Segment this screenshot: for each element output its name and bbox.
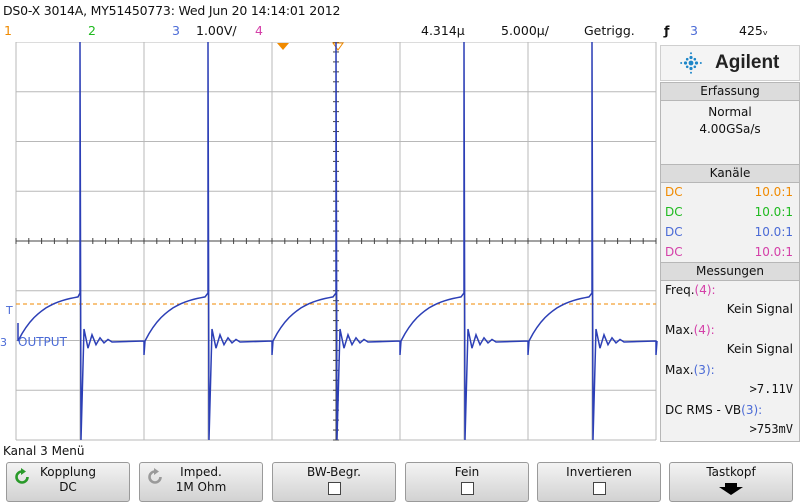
trigger-status: Getrigg. <box>584 23 635 38</box>
coupling-softkey[interactable]: Kopplung DC <box>6 462 130 502</box>
trigger-level-marker: T <box>5 304 13 317</box>
channel-3-coupling: DC <box>665 225 683 239</box>
submenu-arrow-icon <box>719 483 743 495</box>
softkey-value: DC <box>59 480 77 494</box>
channel-3-trace <box>17 42 658 441</box>
measurement-value: Kein Signal <box>726 342 793 356</box>
channel-row-3[interactable]: DC 10.0:1 <box>661 223 799 243</box>
measurement-value: >753mV <box>749 422 793 436</box>
measurement-name: DC RMS - VB <box>665 403 742 417</box>
acquisition-section: Erfassung Normal 4.00GSa/s <box>660 82 800 167</box>
channel-1-coupling: DC <box>665 185 683 199</box>
channel-3-label: OUTPUT <box>18 335 68 349</box>
acquisition-title: Erfassung <box>661 83 799 101</box>
channel-3-probe: 10.0:1 <box>754 225 793 239</box>
measurement-name: Freq. <box>665 283 695 297</box>
delay-readout: 4.314µ <box>421 23 465 38</box>
measurement-channel: (3): <box>693 363 715 377</box>
channel-row-2[interactable]: DC 10.0:1 <box>661 203 799 223</box>
trigger-edge-icon: ƒ <box>664 23 670 38</box>
channel-4-probe: 10.0:1 <box>754 245 793 259</box>
measurements-section: Messungen Freq.(4): Kein Signal Max.(4):… <box>660 262 800 442</box>
channel-3-indicator[interactable]: 3 <box>172 23 180 38</box>
bandwidth-limit-softkey[interactable]: BW-Begr. <box>272 462 396 502</box>
channel-4-coupling: DC <box>665 245 683 259</box>
channel-1-indicator[interactable]: 1 <box>4 23 12 38</box>
timebase-readout: 5.000µ/ <box>501 23 549 38</box>
agilent-spark-icon <box>680 52 702 74</box>
measurement-name: Max. <box>665 363 694 377</box>
invert-softkey[interactable]: Invertieren <box>537 462 661 502</box>
sample-rate: 4.00GSa/s <box>699 122 761 136</box>
softkey-bar: Kopplung DC Imped. 1M Ohm BW-Begr. Fein … <box>0 461 800 503</box>
softkey-label: Tastkopf <box>706 465 756 479</box>
softkey-label: BW-Begr. <box>307 465 361 479</box>
instrument-title: DS0-X 3014A, MY51450773: Wed Jun 20 14:1… <box>3 3 341 18</box>
softkey-label: Fein <box>454 465 480 479</box>
rotate-knob-icon <box>148 468 162 484</box>
measurement-item[interactable]: Freq.(4): Kein Signal <box>661 281 799 321</box>
fine-softkey[interactable]: Fein <box>405 462 529 502</box>
channel-4-indicator[interactable]: 4 <box>255 23 263 38</box>
trigger-position-marker[interactable] <box>277 43 289 50</box>
brand-name: Agilent <box>715 52 780 73</box>
measurement-channel: (4): <box>693 323 715 337</box>
channel-2-coupling: DC <box>665 205 683 219</box>
trigger-source: 3 <box>690 23 698 38</box>
status-bar: DS0-X 3014A, MY51450773: Wed Jun 20 14:1… <box>0 0 660 22</box>
softkey-value: 1M Ohm <box>175 480 227 494</box>
channel-2-indicator[interactable]: 2 <box>88 23 96 38</box>
measurements-title: Messungen <box>661 263 799 281</box>
channel-status-bar: 1 2 3 1.00V/ 4 4.314µ 5.000µ/ Getrigg. ƒ… <box>0 22 800 42</box>
measurement-item[interactable]: Max.(4): Kein Signal <box>661 321 799 361</box>
delay-marker <box>332 42 344 51</box>
channel-row-4[interactable]: DC 10.0:1 <box>661 243 799 263</box>
bandwidth-limit-checkbox[interactable] <box>327 482 341 495</box>
probe-softkey[interactable]: Tastkopf <box>669 462 793 502</box>
softkey-label: Imped. <box>180 465 222 479</box>
measurement-name: Max. <box>665 323 694 337</box>
measurement-channel: (3): <box>741 403 763 417</box>
brand-logo: Agilent <box>660 45 800 81</box>
measurement-channel: (4): <box>694 283 716 297</box>
channels-section: Kanäle DC 10.0:1 DC 10.0:1 DC 10.0:1 DC … <box>660 164 800 264</box>
waveform-display[interactable]: T 3 OUTPUT <box>0 42 660 442</box>
softkey-label: Kopplung <box>39 465 96 479</box>
invert-checkbox[interactable] <box>592 482 606 495</box>
impedance-softkey[interactable]: Imped. 1M Ohm <box>139 462 263 502</box>
channels-title: Kanäle <box>661 165 799 183</box>
channel-row-1[interactable]: DC 10.0:1 <box>661 183 799 203</box>
rotate-knob-icon <box>15 468 29 484</box>
measurement-item[interactable]: DC RMS - VB(3): >753mV <box>661 401 799 441</box>
acquisition-mode: Normal <box>708 105 752 119</box>
trigger-level: 425ᵥ <box>739 23 769 38</box>
side-panel: Erfassung Normal 4.00GSa/s Kanäle DC 10.… <box>660 82 800 442</box>
measurement-value: >7.11V <box>749 382 793 396</box>
fine-checkbox[interactable] <box>460 482 474 495</box>
channel-3-scale: 1.00V/ <box>196 23 237 38</box>
channel-2-probe: 10.0:1 <box>754 205 793 219</box>
menu-title: Kanal 3 Menü <box>0 442 800 461</box>
measurement-value: Kein Signal <box>726 302 793 316</box>
channel-1-probe: 10.0:1 <box>754 185 793 199</box>
channel-3-ground-marker: 3 <box>0 336 7 349</box>
waveform-canvas[interactable]: T 3 OUTPUT <box>0 42 660 442</box>
measurement-item[interactable]: Max.(3): >7.11V <box>661 361 799 401</box>
softkey-label: Invertieren <box>566 465 632 479</box>
